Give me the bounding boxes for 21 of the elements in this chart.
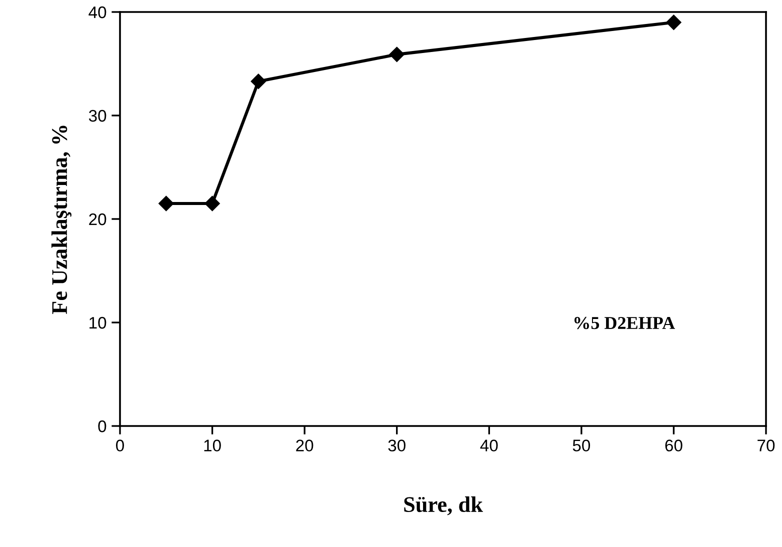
point [666,14,682,30]
point [389,46,404,62]
point [158,196,174,212]
point [250,74,266,89]
x-tick-label: 60 [665,440,682,452]
y-tick-label: 30 [88,110,106,122]
y-axis-title: Fe Uzaklaştırma, % [51,126,72,314]
x-tick-label: 20 [296,440,314,452]
x-tick-label: 0 [116,440,124,452]
annotation: %5 D2EHPA [574,316,675,330]
x-tick-label: 30 [388,440,406,452]
y-tick-label: 40 [88,6,106,18]
y-tick-label: 0 [98,420,106,432]
x-tick-label: 10 [204,440,221,452]
y-tick-label: 10 [90,316,106,329]
x-tick-label: 40 [480,440,498,452]
y-tick-label: 20 [89,213,106,226]
point [204,196,220,212]
x-tick-label: 50 [572,440,590,452]
x-tick-label: 70 [758,440,775,452]
x-axis-title: Süre, dk [404,496,483,516]
